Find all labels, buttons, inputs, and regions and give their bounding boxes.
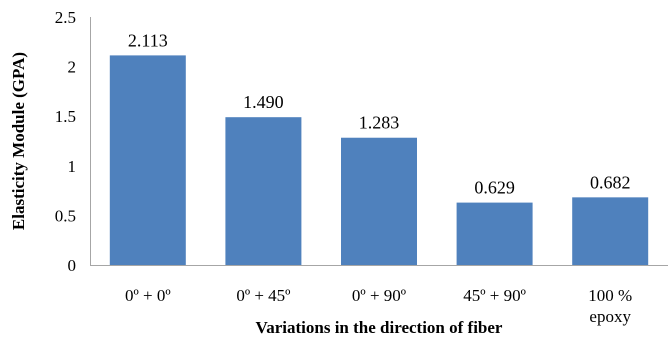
x-axis-title: Variations in the direction of fiber bbox=[256, 318, 503, 337]
bar bbox=[572, 197, 649, 265]
bars bbox=[109, 55, 649, 266]
bar bbox=[341, 137, 417, 265]
y-tick-label: 0.5 bbox=[55, 206, 76, 225]
data-labels: 2.113 1.490 1.283 0.629 0.682 bbox=[128, 30, 631, 197]
y-tick-label: 0 bbox=[68, 256, 77, 275]
x-tick-label: 0º + 0º bbox=[125, 286, 171, 305]
bar bbox=[225, 117, 302, 265]
bar bbox=[456, 202, 533, 265]
data-label: 0.682 bbox=[590, 172, 631, 192]
x-tick-label: epoxy bbox=[589, 307, 631, 326]
y-axis-title: Elasticity Module (GPA) bbox=[9, 52, 28, 230]
x-tick-label: 0º + 90º bbox=[352, 286, 406, 305]
y-tick-label: 1.5 bbox=[55, 107, 76, 126]
y-tick-label: 2.5 bbox=[55, 8, 76, 27]
y-tick-labels: 0 0.5 1 1.5 2 2.5 bbox=[55, 8, 76, 275]
y-tick-label: 2 bbox=[68, 58, 77, 77]
data-label: 0.629 bbox=[474, 178, 515, 198]
x-tick-label: 0º + 45º bbox=[236, 286, 290, 305]
data-label: 1.490 bbox=[243, 92, 284, 112]
y-tick-label: 1 bbox=[68, 157, 77, 176]
data-label: 2.113 bbox=[128, 30, 168, 50]
x-tick-labels: 0º + 0º 0º + 45º 0º + 90º 45º + 90º 100 % epo… bbox=[125, 286, 632, 326]
bar bbox=[109, 55, 186, 266]
x-tick-label: 100 % bbox=[588, 286, 632, 305]
x-tick-label: 45º + 90º bbox=[463, 286, 526, 305]
data-label: 1.283 bbox=[359, 113, 400, 133]
